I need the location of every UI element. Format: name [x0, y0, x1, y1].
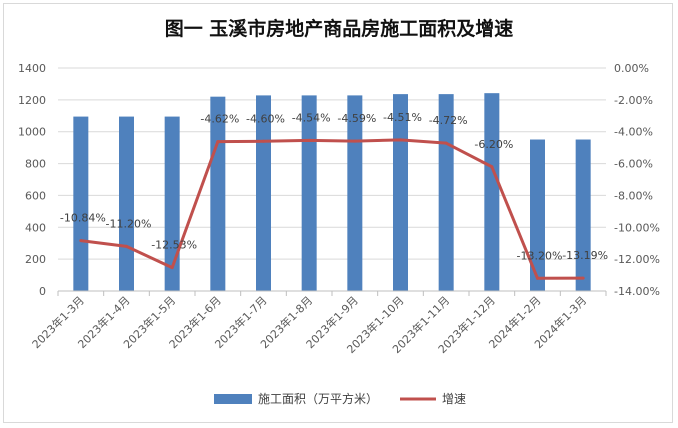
y-left-tick-label: 200 — [25, 253, 46, 266]
legend-label-line: 增速 — [442, 392, 466, 406]
y-left-tick-label: 1000 — [18, 126, 46, 139]
y-left-tick-label: 0 — [39, 285, 46, 298]
line-point — [170, 266, 174, 270]
line-point — [262, 139, 265, 143]
y-right-tick-label: 0.00% — [614, 62, 649, 75]
data-label: -11.20% — [106, 217, 152, 230]
y-left-tick-label: 1400 — [18, 62, 46, 75]
data-label: -4.54% — [292, 111, 331, 124]
bar — [164, 116, 180, 291]
y-right-tick-label: -6.00% — [614, 158, 653, 171]
chart-title: 图一 玉溪市房地产商品房施工面积及增速 — [164, 18, 514, 40]
line-point — [536, 276, 539, 280]
line-point — [79, 239, 83, 243]
y-right-tick-label: -2.00% — [614, 94, 653, 107]
line-point — [353, 139, 357, 143]
y-left-tick-label: 1200 — [18, 94, 46, 107]
y-right-tick-label: -8.00% — [614, 189, 653, 202]
data-label: -13.20% — [517, 249, 563, 262]
line-point — [307, 138, 311, 142]
data-label: -12.53% — [151, 239, 197, 252]
line-point — [125, 244, 128, 248]
chart-frame — [3, 3, 673, 423]
legend: 施工面积（万平方米） 增速 — [214, 391, 466, 406]
y-left-tick-label: 800 — [25, 158, 46, 171]
data-label: -4.59% — [337, 112, 376, 125]
line-point — [399, 138, 402, 142]
line-point — [581, 276, 585, 280]
line-series — [79, 138, 585, 280]
y-right-tick-label: -4.00% — [614, 126, 653, 139]
data-labels: -10.84% -11.20%-12.53%-4.62% -4.60% -4.54% -… — [60, 111, 608, 262]
bar — [393, 94, 408, 291]
y-right-tick-label: -12.00% — [614, 253, 660, 266]
bar — [575, 139, 591, 291]
data-label: -4.51% — [383, 111, 422, 124]
right-axis-ticks: 0.00% -2.00% -4.00% -6.00% -8.00% -10.00% -12.… — [614, 62, 660, 298]
data-label: -13.19% — [562, 249, 608, 262]
legend-swatch-bars — [214, 394, 252, 404]
y-right-tick-label: -10.00% — [614, 221, 660, 234]
bar — [119, 116, 134, 291]
bar-series — [73, 93, 591, 292]
legend-label-bars: 施工面积（万平方米） — [258, 391, 378, 406]
left-axis-ticks: 0 200 400 600 800 1000 1200 1400 — [18, 62, 46, 298]
bar — [347, 95, 363, 291]
growth-line — [80, 138, 584, 280]
bar — [256, 95, 271, 291]
y-left-tick-label: 400 — [25, 221, 46, 234]
data-label: -4.72% — [429, 114, 468, 127]
y-right-tick-label: -14.00% — [614, 285, 660, 298]
bar — [484, 93, 500, 291]
data-label: -4.60% — [246, 112, 285, 125]
bar — [73, 116, 89, 291]
gridlines — [58, 67, 606, 292]
bar — [301, 95, 317, 291]
bar — [210, 96, 226, 292]
data-label: -10.84% — [60, 212, 106, 225]
bar — [530, 139, 545, 291]
line-point — [216, 140, 220, 144]
data-label: -4.62% — [200, 113, 239, 126]
x-axis: 2023年1-3月2023年1-4月2023年1-5月2023年1-6月2023… — [29, 290, 607, 356]
y-left-tick-label: 600 — [25, 189, 46, 202]
line-point — [490, 165, 494, 169]
line-point — [444, 141, 448, 145]
data-label: -6.20% — [474, 138, 513, 151]
